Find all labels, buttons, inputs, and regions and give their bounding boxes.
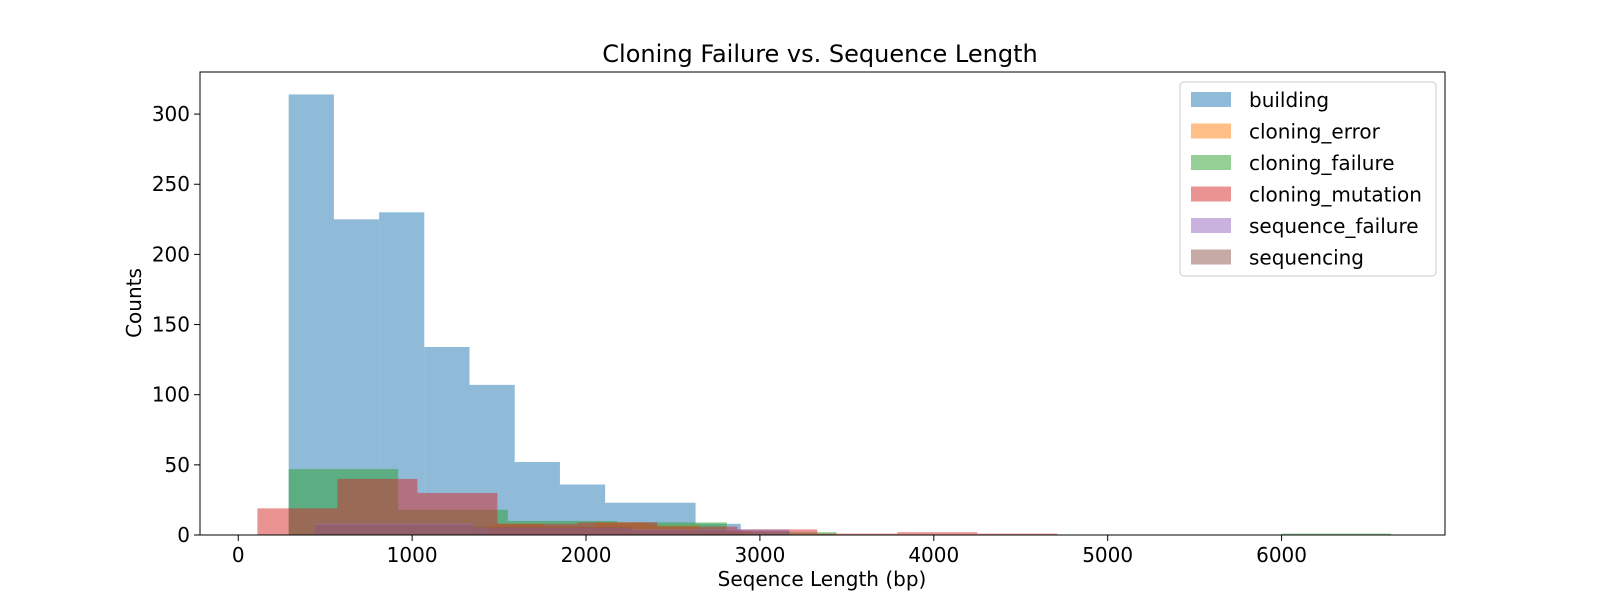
legend-swatch-building [1191,92,1231,107]
y-tick-label: 300 [152,102,190,126]
bar-sequencing-2 [631,530,790,535]
bar-cloning_mutation-8 [897,532,978,535]
legend-label-building: building [1249,88,1329,112]
legend-label-cloning_failure: cloning_failure [1249,151,1395,175]
y-tick-label: 250 [152,172,190,196]
legend-items: building cloning_error cloning_failureclon… [1191,88,1422,270]
bar-cloning_mutation-9 [977,533,1058,535]
legend-box [1179,81,1437,277]
bar-cloning_mutation-7 [817,533,898,535]
bar-cloning_failure-5 [1281,533,1392,535]
x-tick-label: 3000 [734,543,785,567]
x-axis: 0 1000 2000 3000 4000 5000 6000 [232,535,1307,567]
x-axis-label: Seqence Length (bp) [718,567,927,591]
series-sequencing [314,525,790,535]
x-tick-label: 6000 [1256,543,1307,567]
bars-layer [257,94,1392,536]
y-tick-label: 100 [152,383,190,407]
x-tick-label: 5000 [1082,543,1133,567]
chart-title: Cloning Failure vs. Sequence Length [602,40,1037,68]
bar-sequencing-0 [314,525,473,535]
y-tick-label: 150 [152,313,190,337]
y-axis: 0 50 100 150 200 250 300 [152,102,200,547]
x-tick-label: 0 [232,543,245,567]
legend-swatch-cloning_mutation [1191,186,1231,202]
legend-swatch-sequencing [1191,249,1231,265]
plot-frame [199,71,1446,536]
x-tick-label: 2000 [561,543,612,567]
y-tick-label: 50 [165,453,190,477]
legend: building cloning_error cloning_failureclon… [1179,81,1437,277]
legend-label-sequence_failure: sequence_failure [1249,214,1419,238]
y-axis-label: Counts [122,268,146,338]
y-tick-label: 0 [177,523,190,547]
x-tick-label: 1000 [387,543,438,567]
x-tick-label: 4000 [908,543,959,567]
legend-swatch-cloning_failure [1191,155,1231,170]
legend-label-cloning_mutation: cloning_mutation [1249,183,1422,207]
y-tick-label: 200 [152,242,190,266]
legend-swatch-cloning_error [1191,123,1231,139]
legend-label-cloning_error: cloning_error [1249,120,1381,144]
bar-building-0 [288,94,334,535]
legend-label-sequencing: sequencing [1249,246,1364,270]
series-building [288,94,741,536]
legend-swatch-sequence_failure [1191,218,1231,233]
bar-sequencing-1 [473,526,632,535]
